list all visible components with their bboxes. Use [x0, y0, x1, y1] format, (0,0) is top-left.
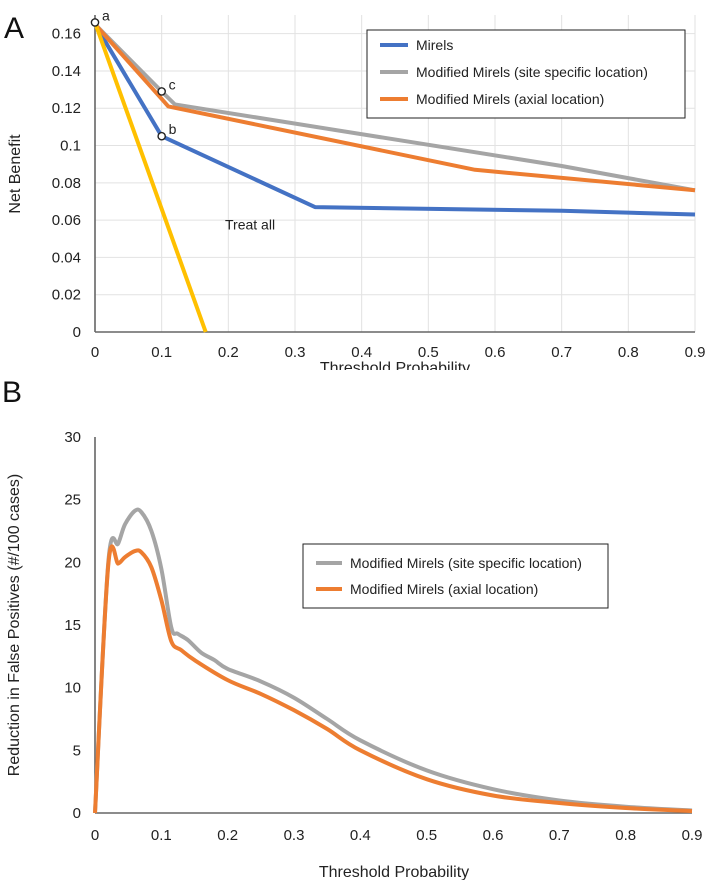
b-y-tick-label: 25 — [64, 492, 81, 509]
b-y-tick-label: 0 — [73, 805, 81, 822]
a-y-tick-label: 0 — [73, 324, 81, 341]
a-y-tick-label: 0.04 — [52, 249, 81, 266]
a-marker-a — [90, 18, 100, 27]
b-x-tick-label: 0.8 — [615, 827, 636, 844]
b-x-tick-label: 0.5 — [416, 827, 437, 844]
a-x-tick-label: 0.5 — [418, 344, 439, 361]
a-y-tick-label: 0.02 — [52, 287, 81, 304]
b-series-line-modified-mirels-axial-location — [93, 544, 693, 814]
chart-b: B 0 0.1 0.2 0.3 0.4 0.5 0.6 0.7 0.8 0.9 0 5 10 15 20 25… — [2, 376, 703, 880]
b-y-tick-label: 10 — [64, 680, 81, 697]
b-y-tick-label: 15 — [64, 617, 81, 634]
a-legend-label-mirels: Mirels — [416, 37, 453, 53]
a-x-tick-label: 0.4 — [351, 344, 372, 361]
a-y-tick-label: 0.16 — [52, 26, 81, 43]
b-x-tick-label: 0.7 — [549, 827, 570, 844]
a-x-axis-title: Threshold Probability — [320, 360, 470, 370]
a-series-line-modified-mirels-site-specific-location — [93, 22, 696, 193]
a-y-tick-label: 0.1 — [60, 138, 81, 155]
a-y-tick-label: 0.08 — [52, 175, 81, 192]
b-x-axis-title: Threshold Probability — [319, 864, 469, 880]
a-marker-b — [157, 131, 166, 141]
b-x-tick-label: 0.9 — [682, 827, 703, 844]
b-x-tick-label: 0.3 — [284, 827, 305, 844]
b-y-tick-label: 5 — [73, 742, 81, 759]
b-legend-label-modified-mirels-site-specific-location: Modified Mirels (site specific location) — [350, 555, 582, 571]
a-y-tick-label: 0.06 — [52, 212, 81, 229]
a-y-tick-label: 0.14 — [52, 63, 81, 80]
b-y-axis-title: Reduction in False Positives (#/100 case… — [6, 474, 23, 776]
a-x-tick-label: 0 — [91, 344, 99, 361]
a-series-line-treat-all — [93, 21, 208, 333]
b-y-tick-label: 20 — [64, 554, 81, 571]
b-x-tick-label: 0.4 — [350, 827, 371, 844]
b-legend: Modified Mirels (site specific location)… — [302, 543, 609, 609]
a-marker-c — [157, 87, 166, 96]
chart-a: A 0 0.1 0.2 0.3 0.4 0.5 0.6 0.7 0.8 0.9 0 0.02 0.04 0… — [4, 7, 706, 370]
a-annotation-a: a — [102, 7, 110, 23]
a-series-line-mirels — [93, 23, 696, 217]
a-y-tick-label: 0.12 — [52, 100, 81, 117]
a-legend-label-modified-mirels-site-specific-location: Modified Mirels (site specific location) — [416, 64, 648, 80]
a-x-tick-label: 0.1 — [151, 344, 172, 361]
panel-b-label: B — [2, 376, 22, 409]
a-x-tick-label: 0.8 — [618, 344, 639, 361]
a-x-tick-label: 0.7 — [551, 344, 572, 361]
a-annotation-treat-all: Treat all — [225, 216, 275, 232]
b-y-tick-label: 30 — [64, 429, 81, 446]
a-x-tick-label: 0.6 — [485, 344, 506, 361]
b-x-tick-label: 0 — [91, 827, 99, 844]
a-y-axis-title: Net Benefit — [7, 134, 24, 214]
b-x-tick-label: 0.2 — [217, 827, 238, 844]
panel-a-label: A — [4, 12, 24, 45]
a-annotation-c: c — [169, 76, 176, 92]
a-x-tick-label: 0.9 — [685, 344, 706, 361]
b-x-tick-label: 0.1 — [151, 827, 172, 844]
a-series-line-modified-mirels-axial-location — [93, 22, 696, 193]
b-legend-label-modified-mirels-axial-location: Modified Mirels (axial location) — [350, 581, 538, 597]
b-x-tick-label: 0.6 — [483, 827, 504, 844]
a-x-tick-label: 0.2 — [218, 344, 239, 361]
a-x-tick-label: 0.3 — [285, 344, 306, 361]
a-annotation-b: b — [169, 121, 177, 137]
a-legend: Mirels Modified Mirels (site specific loc… — [366, 29, 686, 119]
b-series-line-modified-mirels-site-specific-location — [93, 507, 693, 814]
a-legend-label-modified-mirels-axial-location: Modified Mirels (axial location) — [416, 91, 604, 107]
